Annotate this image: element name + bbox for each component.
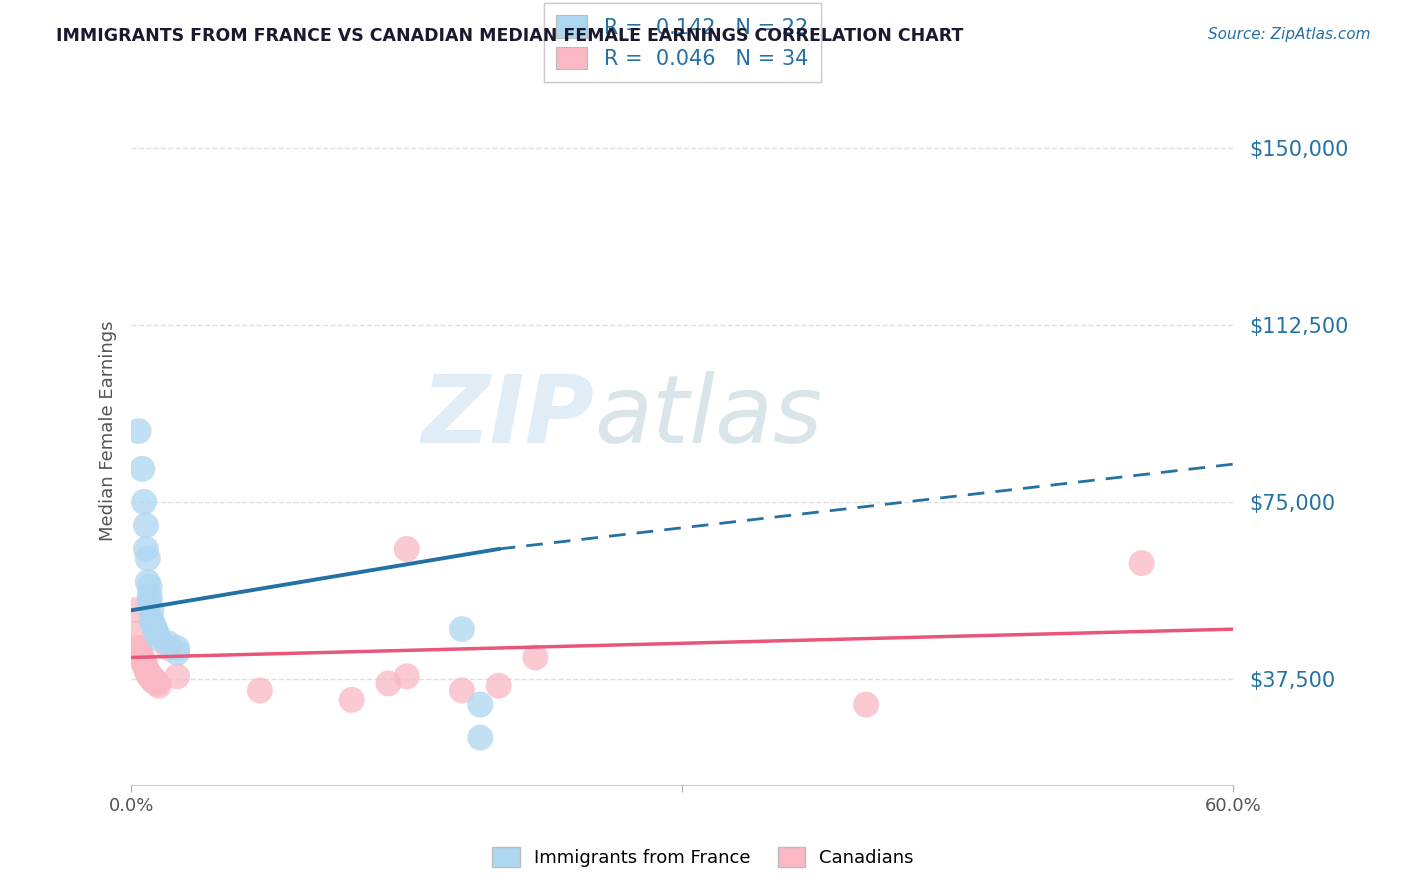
Point [136, 667, 159, 681]
Point [129, 650, 152, 665]
Point [141, 672, 163, 686]
Point [132, 655, 155, 669]
Point [136, 574, 159, 589]
Point [142, 673, 165, 688]
Point [146, 676, 169, 690]
Point [129, 646, 152, 660]
Point [156, 636, 179, 650]
Point [136, 665, 159, 679]
Point [470, 698, 492, 712]
Point [125, 627, 148, 641]
Point [135, 541, 157, 556]
Point [132, 657, 155, 672]
Point [249, 683, 271, 698]
Legend: Immigrants from France, Canadians: Immigrants from France, Canadians [485, 839, 921, 874]
Point [141, 613, 163, 627]
Point [142, 617, 165, 632]
Point [148, 632, 170, 646]
Point [156, 640, 179, 655]
Point [138, 669, 160, 683]
Point [131, 650, 153, 665]
Y-axis label: Median Female Earnings: Median Female Earnings [100, 321, 117, 541]
Point [138, 669, 160, 683]
Point [470, 731, 492, 745]
Point [340, 693, 363, 707]
Point [855, 698, 877, 712]
Point [395, 669, 418, 683]
Point [128, 424, 150, 438]
Point [377, 676, 399, 690]
Legend: R =  0.142   N = 22, R =  0.046   N = 34: R = 0.142 N = 22, R = 0.046 N = 34 [544, 3, 821, 82]
Point [135, 518, 157, 533]
Point [141, 603, 163, 617]
Point [128, 640, 150, 655]
Point [138, 580, 160, 594]
Point [488, 679, 510, 693]
Point [148, 679, 170, 693]
Text: Source: ZipAtlas.com: Source: ZipAtlas.com [1208, 27, 1371, 42]
Point [135, 660, 157, 674]
Point [132, 495, 155, 509]
Point [131, 462, 153, 476]
Point [166, 669, 188, 683]
Point [1130, 556, 1153, 570]
Point [141, 669, 163, 683]
Point [451, 622, 474, 636]
Point [451, 683, 474, 698]
Text: ZIP: ZIP [422, 371, 595, 463]
Point [146, 627, 169, 641]
Point [136, 551, 159, 566]
Point [142, 673, 165, 688]
Point [138, 589, 160, 603]
Point [524, 650, 547, 665]
Point [124, 603, 146, 617]
Text: IMMIGRANTS FROM FRANCE VS CANADIAN MEDIAN FEMALE EARNINGS CORRELATION CHART: IMMIGRANTS FROM FRANCE VS CANADIAN MEDIA… [56, 27, 963, 45]
Point [166, 646, 188, 660]
Point [131, 653, 153, 667]
Point [166, 640, 188, 655]
Point [138, 594, 160, 608]
Point [143, 622, 166, 636]
Point [135, 662, 157, 676]
Point [395, 541, 418, 556]
Point [143, 673, 166, 688]
Text: atlas: atlas [595, 371, 823, 462]
